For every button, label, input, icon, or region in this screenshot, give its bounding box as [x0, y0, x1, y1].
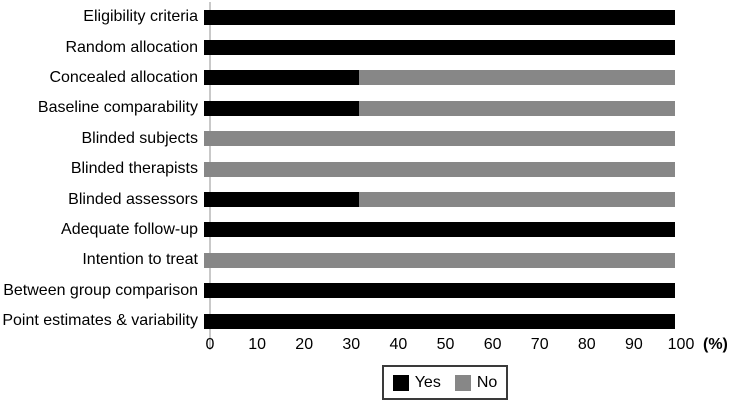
- bar-segment-no: [204, 161, 675, 177]
- bar-segment-no: [204, 131, 675, 147]
- bar-segment-yes: [204, 313, 675, 329]
- legend-item-yes: Yes: [392, 373, 441, 392]
- bar-segment-no: [204, 252, 675, 268]
- bar-track: [204, 100, 675, 116]
- chart-row: Blinded therapists: [0, 154, 681, 184]
- category-label: Adequate follow-up: [61, 220, 198, 238]
- chart-row: Blinded subjects: [0, 124, 681, 154]
- category-label: Intention to treat: [82, 251, 198, 269]
- x-tick-label: 80: [577, 336, 596, 353]
- legend-swatch-yes: [392, 374, 409, 391]
- bar-segment-no: [359, 100, 675, 116]
- x-tick-label: 50: [436, 336, 455, 353]
- x-tick-label: 0: [205, 336, 215, 353]
- legend-swatch-no: [454, 374, 471, 391]
- chart-row: Random allocation: [0, 32, 681, 62]
- bar-track: [204, 192, 675, 208]
- category-label: Eligibility criteria: [83, 8, 198, 26]
- bar-segment-yes: [204, 40, 675, 56]
- chart-row: Point estimates & variability: [0, 306, 681, 336]
- legend: Yes No: [382, 365, 508, 400]
- category-label: Point estimates & variability: [2, 312, 198, 330]
- legend-label-yes: Yes: [414, 373, 441, 391]
- x-tick-label: 70: [530, 336, 549, 353]
- category-label: Blinded assessors: [68, 190, 198, 208]
- bar-segment-yes: [204, 283, 675, 299]
- bar-track: [204, 313, 675, 329]
- bar-track: [204, 283, 675, 299]
- bar-segment-yes: [204, 9, 675, 25]
- bar-track: [204, 40, 675, 56]
- chart-row: Concealed allocation: [0, 63, 681, 93]
- x-tick-label: 40: [389, 336, 408, 353]
- x-tick-label: 60: [483, 336, 502, 353]
- chart-row: Blinded assessors: [0, 184, 681, 214]
- x-axis: 0 10 20 30 40 50 60 70 80 90 100: [206, 335, 695, 355]
- bar-segment-yes: [204, 192, 360, 208]
- bar-segment-no: [359, 192, 675, 208]
- x-tick-label: 90: [624, 336, 643, 353]
- chart-row: Adequate follow-up: [0, 215, 681, 245]
- x-tick-label: 20: [295, 336, 314, 353]
- chart-row: Eligibility criteria: [0, 2, 681, 32]
- bar-track: [204, 131, 675, 147]
- chart-row: Between group comparison: [0, 276, 681, 306]
- bar-segment-yes: [204, 70, 360, 86]
- bar-segment-yes: [204, 100, 360, 116]
- category-label: Between group comparison: [3, 281, 198, 299]
- x-tick-label: 30: [342, 336, 361, 353]
- bar-segment-yes: [204, 222, 675, 238]
- category-label: Concealed allocation: [49, 68, 198, 86]
- legend-item-no: No: [454, 373, 498, 392]
- bar-track: [204, 9, 675, 25]
- bar-track: [204, 252, 675, 268]
- category-label: Baseline comparability: [37, 99, 198, 117]
- category-label: Blinded therapists: [70, 160, 198, 178]
- chart-rows: Eligibility criteria Random allocation Con…: [0, 2, 681, 336]
- chart-row: Intention to treat: [0, 245, 681, 275]
- bar-track: [204, 161, 675, 177]
- bar-segment-no: [359, 70, 675, 86]
- x-tick-label: 10: [248, 336, 266, 353]
- category-label: Random allocation: [65, 38, 198, 56]
- x-axis-unit-label: (%): [703, 336, 728, 353]
- x-tick-label: 100: [667, 336, 695, 353]
- bar-track: [204, 222, 675, 238]
- category-label: Blinded subjects: [81, 129, 198, 147]
- legend-label-no: No: [476, 373, 498, 391]
- chart-row: Baseline comparability: [0, 93, 681, 123]
- bar-track: [204, 70, 675, 86]
